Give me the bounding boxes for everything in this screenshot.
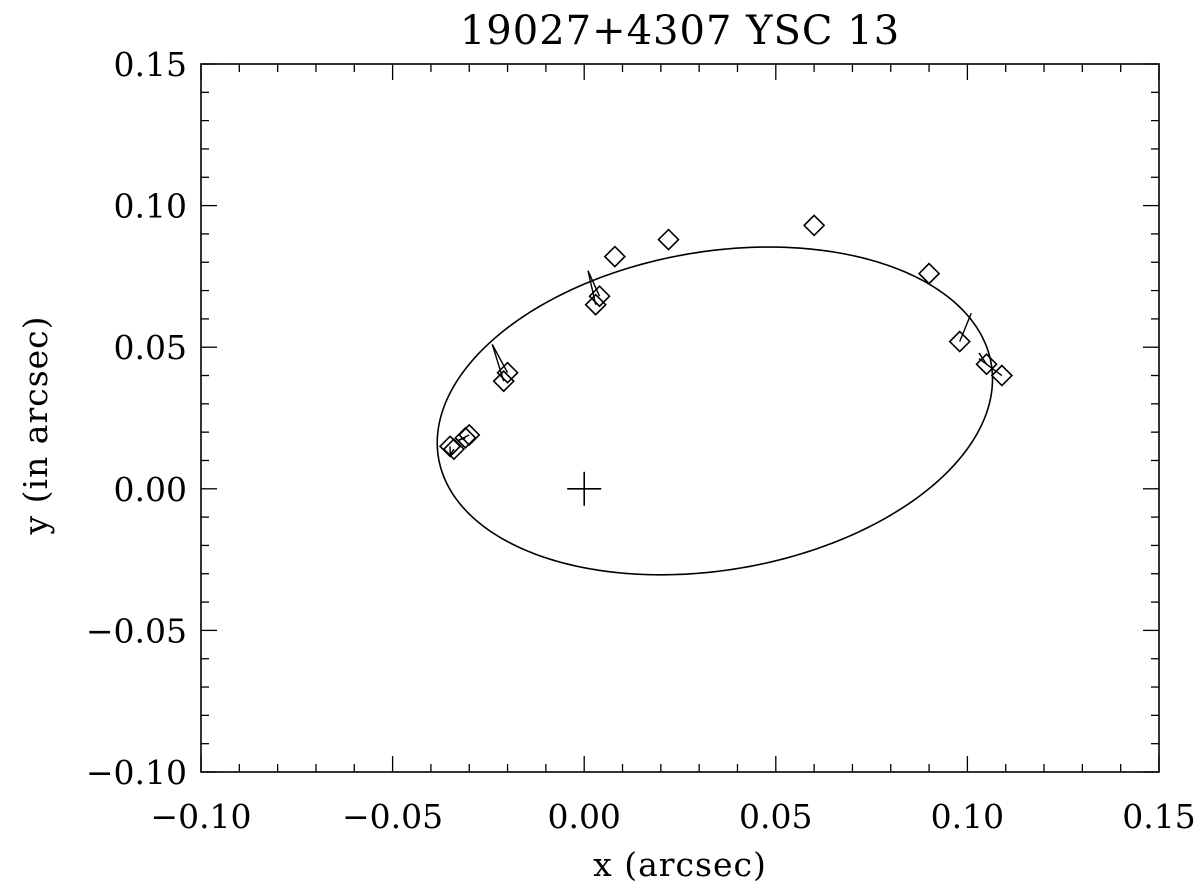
observation-point [584, 293, 607, 316]
residual-line [959, 312, 972, 342]
x-tick-label: −0.05 [342, 797, 443, 836]
observation-point [588, 285, 611, 308]
x-tick-label: −0.10 [150, 797, 251, 836]
observation-point [442, 438, 466, 461]
observation-point [454, 426, 477, 449]
x-tick-label: 0.10 [931, 797, 1004, 836]
y-axis-label: y (in arcsec) [16, 315, 55, 535]
observation-point [990, 364, 1014, 387]
chart-title: 19027+4307 YSC 13 [460, 8, 900, 54]
y-tick-label: 0.10 [114, 187, 187, 226]
x-tick-label: 0.00 [547, 797, 620, 836]
y-tick-label: −0.10 [86, 753, 187, 792]
y-tick-label: 0.00 [114, 470, 187, 509]
observation-point [603, 245, 626, 268]
residual-line [587, 270, 601, 297]
plot-frame [200, 63, 1160, 773]
x-axis-label: x (arcsec) [593, 845, 767, 884]
y-tick-label: 0.15 [114, 45, 187, 84]
plot-area: −0.10 −0.05 0.00 0.05 0.10 0.15 −0.10 −0.05 0.00… [86, 45, 1196, 836]
x-tick-label: 0.15 [1122, 797, 1195, 836]
observation-point [657, 228, 680, 251]
observation-point [492, 370, 515, 393]
observation-point [917, 262, 941, 285]
residual-line [449, 448, 455, 456]
x-tick-label: 0.05 [739, 797, 812, 836]
residual-line [457, 437, 466, 442]
observation-point [948, 330, 971, 353]
residual-line [978, 357, 1003, 377]
residual-line [491, 344, 505, 382]
orbit-ellipse [436, 246, 994, 576]
observation-point [802, 214, 826, 237]
observation-point [496, 361, 519, 384]
observation-point [975, 353, 998, 376]
residual-line [491, 344, 509, 374]
y-tick-label: 0.05 [114, 328, 187, 367]
residual-line [587, 270, 597, 305]
y-tick-label: −0.05 [86, 611, 187, 650]
